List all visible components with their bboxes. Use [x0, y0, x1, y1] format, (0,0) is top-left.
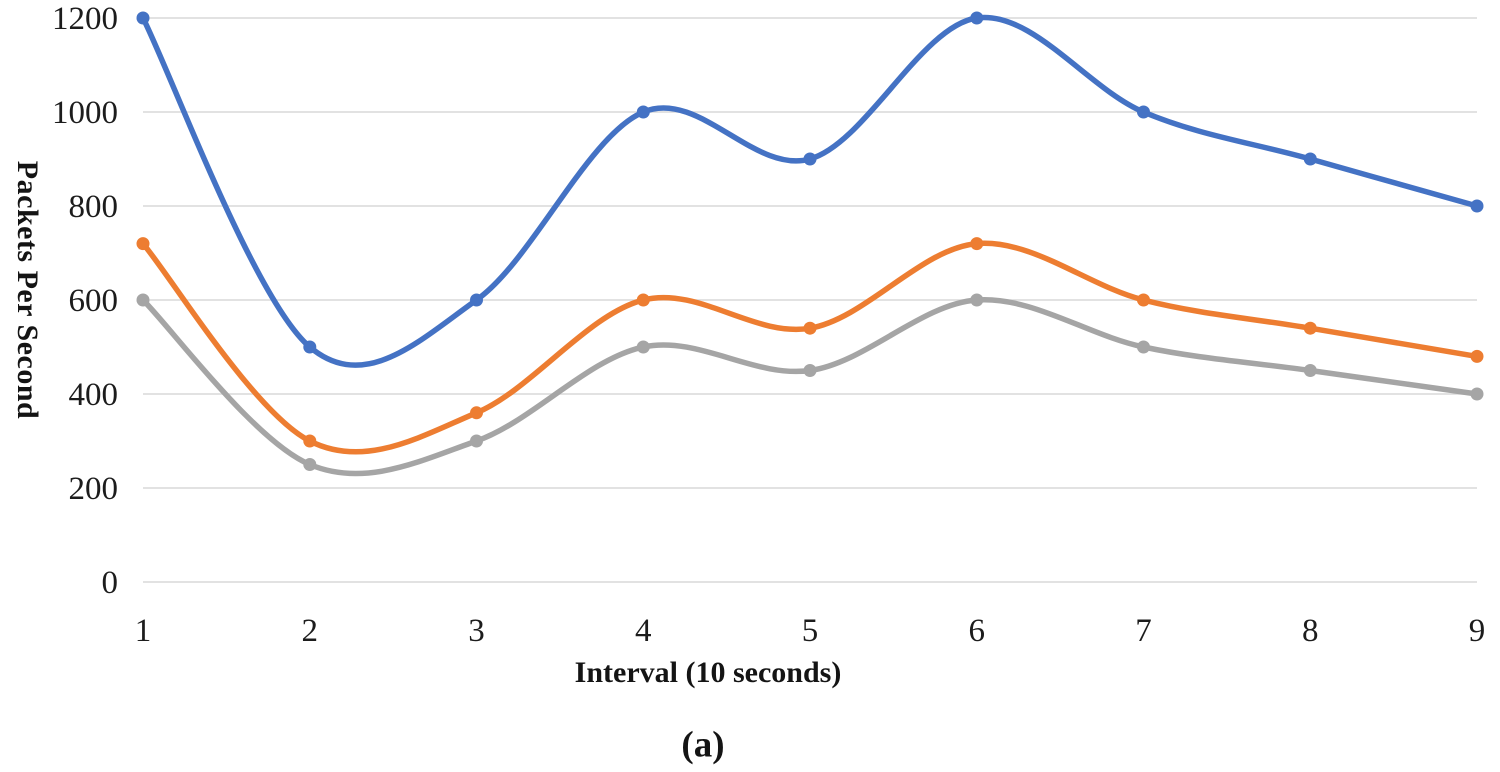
series-marker-orange	[636, 293, 650, 307]
x-tick-label: 5	[802, 613, 819, 649]
series-marker-gray	[470, 434, 483, 448]
series-marker-orange	[1303, 321, 1317, 335]
y-tick-label: 400	[69, 377, 119, 413]
y-axis-title: Packets Per Second	[11, 160, 44, 420]
y-tick-label: 800	[69, 189, 119, 225]
y-tick-label: 200	[69, 471, 119, 507]
x-tick-label: 7	[1135, 613, 1152, 649]
series-marker-gray	[1303, 364, 1317, 377]
series-marker-blue	[1303, 152, 1317, 166]
y-tick-label: 600	[69, 283, 119, 319]
series-marker-orange	[803, 321, 817, 335]
y-tick-label: 0	[102, 565, 119, 601]
x-tick-label: 8	[1302, 613, 1319, 649]
series-marker-blue	[1470, 199, 1484, 213]
series-marker-orange	[970, 237, 984, 251]
series-line-blue	[140, 14, 1480, 368]
series-marker-orange	[1470, 349, 1484, 363]
series-marker-blue	[970, 11, 984, 25]
series-marker-orange	[1137, 293, 1150, 307]
x-tick-label: 4	[635, 613, 652, 649]
series-line-gray	[140, 297, 1480, 477]
x-tick-label: 6	[969, 613, 986, 649]
series-marker-orange	[470, 406, 483, 420]
x-tick-label: 3	[468, 613, 485, 649]
series-marker-gray	[303, 458, 317, 471]
series-marker-gray	[803, 364, 817, 377]
series-marker-gray	[636, 340, 650, 354]
y-tick-label: 1200	[52, 1, 118, 37]
series-line-orange	[140, 240, 1480, 455]
y-tick-label: 1000	[52, 95, 118, 131]
x-tick-label: 9	[1469, 613, 1486, 649]
series-marker-blue	[470, 293, 483, 307]
x-tick-label: 1	[135, 613, 152, 649]
series-marker-blue	[1137, 105, 1150, 119]
series-marker-blue	[803, 152, 817, 166]
series-marker-orange	[136, 237, 150, 251]
series-marker-gray	[136, 293, 150, 307]
series-marker-blue	[636, 105, 650, 119]
x-axis-title: Interval (10 seconds)	[574, 656, 842, 689]
series-marker-orange	[303, 434, 317, 448]
series-marker-gray	[1470, 387, 1484, 401]
series-marker-blue	[303, 340, 317, 354]
series-marker-blue	[136, 11, 150, 25]
series-marker-gray	[1137, 340, 1150, 354]
figure-caption: (a)	[681, 724, 725, 766]
x-tick-label: 2	[302, 613, 319, 649]
series-marker-gray	[970, 293, 984, 307]
